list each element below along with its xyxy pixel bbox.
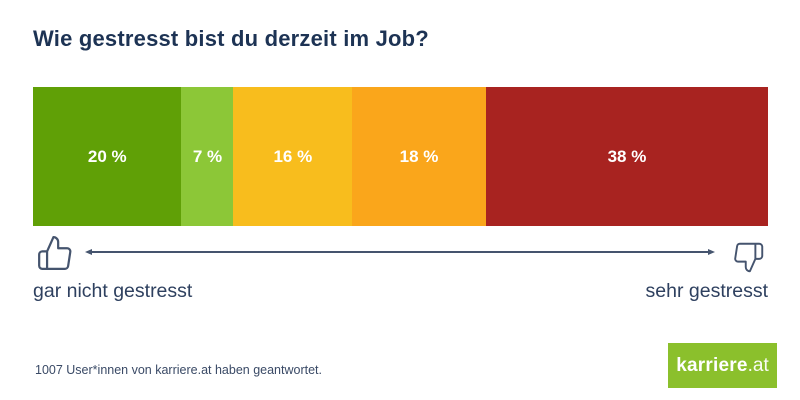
bar-segment-4: 18 % (352, 87, 486, 226)
axis-label-min: gar nicht gestresst (33, 280, 193, 302)
bar-segment-4-label: 18 % (399, 146, 439, 166)
bar-segment-1-label: 20 % (87, 146, 127, 166)
bar-segment-5: 38 % (485, 87, 768, 226)
arrow-line (92, 251, 708, 253)
bar-segment-5-label: 38 % (607, 146, 647, 166)
axis-labels: gar nicht gestresst sehr gestresst (33, 280, 768, 303)
thumbs-up-icon (36, 234, 74, 277)
bar-segment-2-label: 7 % (192, 146, 223, 166)
chart-title: Wie gestresst bist du derzeit im Job? (33, 26, 429, 51)
logo-text-bold: karriere (676, 354, 748, 376)
bar-segment-3: 16 % (233, 87, 353, 226)
arrow-right-head (708, 249, 715, 255)
scale-arrow (85, 245, 715, 259)
arrow-left-head (85, 249, 92, 255)
footer-note: 1007 User*innen von karriere.at haben ge… (35, 363, 322, 377)
bar-segment-2: 7 % (181, 87, 234, 226)
axis-label-max: sehr gestresst (645, 280, 768, 302)
thumbs-down-icon (732, 241, 765, 279)
bar-segment-3-label: 16 % (273, 146, 313, 166)
karriere-at-logo: karriere .at (668, 343, 777, 388)
stacked-bar: 20 % 7 % 16 % 18 % 38 % (33, 87, 768, 226)
logo-text-light: .at (747, 354, 769, 376)
bar-segment-1: 20 % (33, 87, 182, 226)
